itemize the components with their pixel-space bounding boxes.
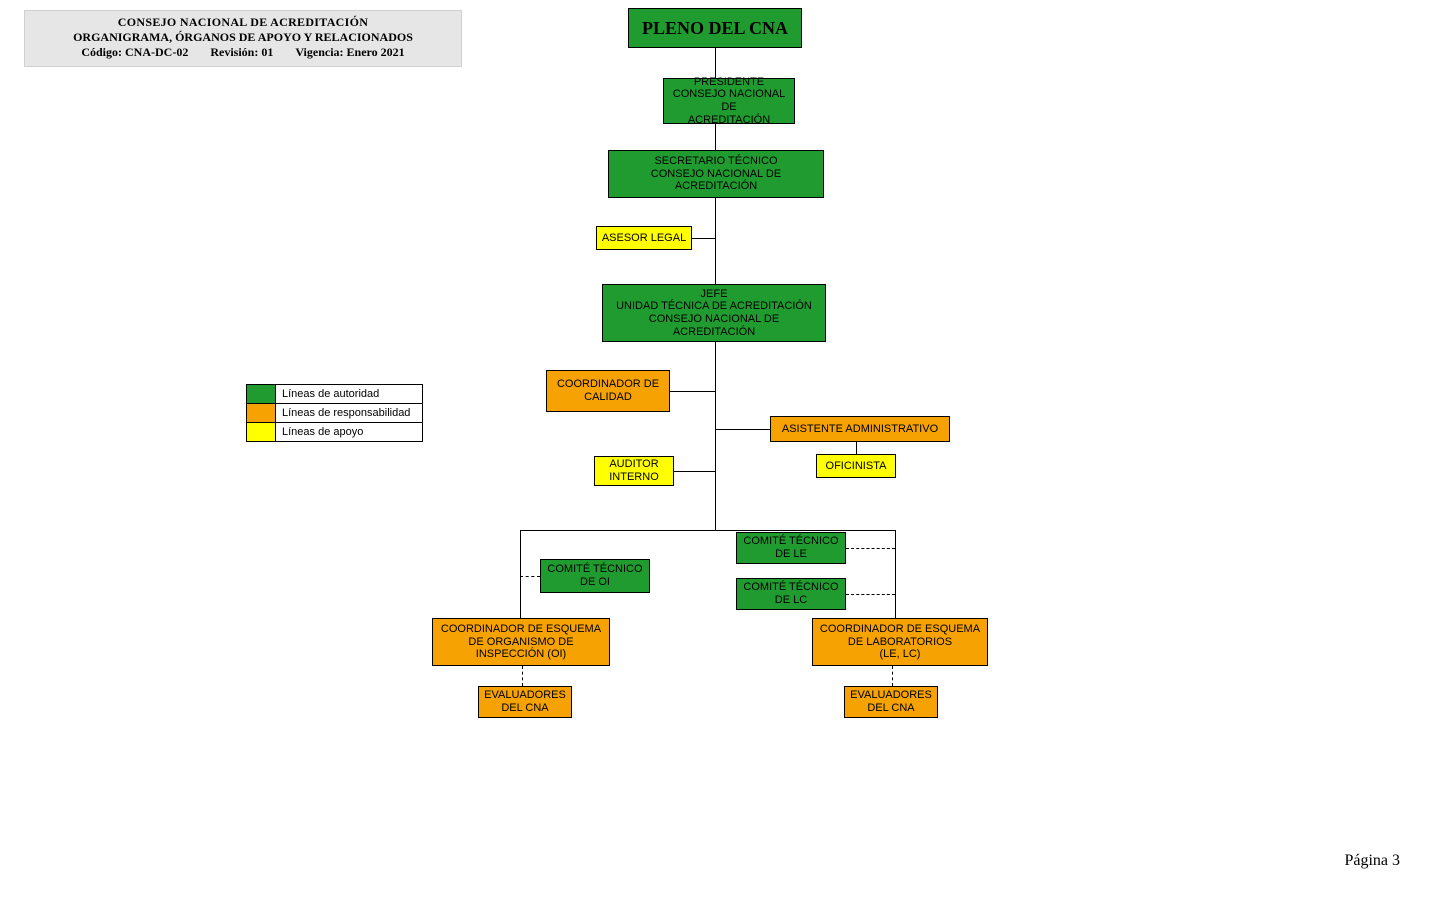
node-secretario: SECRETARIO TÉCNICOCONSEJO NACIONAL DE AC… xyxy=(608,150,824,198)
connector-horizontal xyxy=(670,391,715,392)
node-presidente: PRESIDENTECONSEJO NACIONAL DEACREDITACIÓ… xyxy=(663,78,795,124)
connector-vertical xyxy=(520,530,521,618)
legend-label: Líneas de autoridad xyxy=(276,385,422,403)
legend-label: Líneas de responsabilidad xyxy=(276,404,422,422)
connector-vertical xyxy=(895,530,896,618)
legend-row: Líneas de autoridad xyxy=(247,385,422,403)
node-coord_lab: COORDINADOR DE ESQUEMADE LABORATORIOS(LE… xyxy=(812,618,988,666)
connector-dashed-horizontal xyxy=(846,548,895,549)
connector-dashed-vertical xyxy=(522,666,523,686)
node-asist_adm: ASISTENTE ADMINISTRATIVO xyxy=(770,416,950,442)
connector-vertical xyxy=(715,48,716,78)
node-asesor: ASESOR LEGAL xyxy=(596,226,692,250)
legend-swatch xyxy=(247,423,276,441)
header-meta: Código: CNA-DC-02 Revisión: 01 Vigencia:… xyxy=(33,45,453,60)
node-ct_oi: COMITÉ TÉCNICODE OI xyxy=(540,559,650,593)
legend-swatch xyxy=(247,385,276,403)
node-ct_le: COMITÉ TÉCNICODE LE xyxy=(736,532,846,564)
node-eval_lab: EVALUADORESDEL CNA xyxy=(844,686,938,718)
connector-horizontal xyxy=(520,530,895,531)
connector-horizontal xyxy=(674,471,715,472)
org-chart-page: CONSEJO NACIONAL DE ACREDITACIÓN ORGANIG… xyxy=(0,0,1440,900)
node-oficinista: OFICINISTA xyxy=(816,454,896,478)
document-header: CONSEJO NACIONAL DE ACREDITACIÓN ORGANIG… xyxy=(24,10,462,67)
header-title-1: CONSEJO NACIONAL DE ACREDITACIÓN xyxy=(33,15,453,30)
connector-vertical xyxy=(715,342,716,530)
legend-label: Líneas de apoyo xyxy=(276,423,422,441)
node-ct_lc: COMITÉ TÉCNICODE LC xyxy=(736,578,846,610)
header-title-2: ORGANIGRAMA, ÓRGANOS DE APOYO Y RELACION… xyxy=(33,30,453,45)
node-auditor: AUDITORINTERNO xyxy=(594,456,674,486)
node-pleno: PLENO DEL CNA xyxy=(628,8,802,48)
connector-horizontal xyxy=(692,238,715,239)
node-jefe: JEFEUNIDAD TÉCNICA DE ACREDITACIÓNCONSEJ… xyxy=(602,284,826,342)
connector-dashed-horizontal xyxy=(846,594,895,595)
connector-vertical xyxy=(715,124,716,150)
connector-dashed-horizontal xyxy=(520,576,540,577)
node-eval_oi: EVALUADORESDEL CNA xyxy=(478,686,572,718)
connector-horizontal xyxy=(715,429,770,430)
node-coord_cal: COORDINADOR DECALIDAD xyxy=(546,370,670,412)
legend-row: Líneas de apoyo xyxy=(247,422,422,441)
legend-swatch xyxy=(247,404,276,422)
connector-dashed-vertical xyxy=(892,666,893,686)
legend: Líneas de autoridadLíneas de responsabil… xyxy=(246,384,423,442)
connector-vertical xyxy=(856,442,857,454)
legend-row: Líneas de responsabilidad xyxy=(247,403,422,422)
connector-vertical xyxy=(715,198,716,284)
node-coord_oi: COORDINADOR DE ESQUEMADE ORGANISMO DEINS… xyxy=(432,618,610,666)
page-number: Página 3 xyxy=(1344,852,1400,870)
